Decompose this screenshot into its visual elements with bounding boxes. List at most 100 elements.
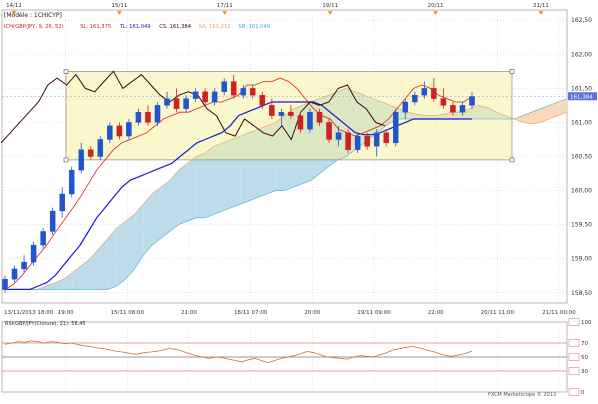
candle-body: [221, 81, 227, 92]
kumo-segment: [531, 108, 541, 124]
candle-body: [364, 135, 370, 147]
y-tick-label: 159,50: [571, 222, 592, 229]
y-tick-label: 162,00: [571, 51, 592, 58]
x-tick-label: 21/11 00:00: [542, 310, 576, 316]
kumo-segment: [205, 146, 214, 218]
candle-body: [412, 94, 418, 103]
legend-entry: TL: 161,049: [119, 24, 151, 30]
candle-body: [230, 81, 237, 96]
candle-body: [297, 115, 304, 130]
rsi-y-tick-label: 100: [581, 320, 592, 326]
kumo-segment: [143, 193, 153, 256]
candle-body: [2, 278, 8, 290]
candle-body: [164, 98, 170, 106]
rsi-tick-box: [568, 339, 580, 347]
candle-body: [154, 105, 161, 123]
date-marker-icon: [327, 11, 333, 15]
x-tick-label: 20/11 11:00: [481, 310, 515, 316]
kumo-segment: [522, 112, 532, 124]
candle-body: [402, 101, 409, 113]
candle-body: [316, 112, 323, 123]
y-tick-label: 161,50: [571, 85, 592, 92]
kumo-segment: [514, 115, 523, 123]
candle-body: [21, 261, 27, 270]
kumo-segment: [107, 228, 117, 290]
kumo-segment: [116, 221, 126, 286]
candle-body: [88, 149, 94, 157]
kumo-segment: [178, 163, 188, 225]
legend-entry: SA: 161,212: [199, 24, 231, 30]
range-box-handle[interactable]: [63, 157, 69, 163]
current-price-label: 161,384: [570, 94, 593, 100]
candle-body: [431, 88, 437, 99]
candle-body: [78, 149, 85, 171]
candle-body: [173, 98, 180, 110]
legend-entry: SL: 161,375: [80, 24, 111, 30]
kumo-segment: [134, 204, 144, 269]
rsi-panel: 100 70 50 30 0: [1, 318, 592, 396]
candle-body: [183, 98, 189, 110]
x-tick-label: 22:00: [428, 310, 444, 316]
candle-body: [126, 122, 132, 137]
kumo-segment: [160, 180, 170, 239]
range-box-handle[interactable]: [63, 69, 69, 74]
candle-body: [145, 112, 151, 123]
x-tick-label: 21:00: [181, 310, 197, 316]
kumo-segment: [152, 187, 161, 246]
y-tick-label: 161,00: [571, 119, 592, 126]
candle-body: [326, 122, 332, 140]
rsi-y-tick-label: 0: [581, 390, 585, 396]
legend: ICH(GBP/JPY, 9, 26, 52) SL: 161,375 TL: 16…: [4, 24, 270, 30]
y-tick-label: 160,00: [571, 188, 592, 195]
kumo-segment: [63, 272, 73, 290]
candle-body: [59, 193, 65, 212]
date-marker-icon: [11, 11, 17, 15]
rsi-tick-box: [568, 318, 580, 326]
top-date-label: 21/11: [533, 3, 549, 9]
rsi-tick-box: [568, 388, 580, 396]
y-tick-label: 160,50: [571, 154, 592, 161]
candle-body: [440, 98, 447, 106]
candle-body: [373, 132, 380, 147]
candle-body: [469, 96, 475, 106]
candle-body: [135, 112, 142, 123]
candle-body: [450, 105, 456, 113]
candle-body: [116, 125, 123, 137]
candle-body: [211, 91, 218, 103]
top-date-label: 15/11: [111, 3, 127, 9]
candle-body: [240, 88, 247, 96]
x-tick-label: 19:00: [58, 310, 74, 316]
date-marker-icon: [538, 11, 544, 15]
kumo-segment: [169, 170, 179, 232]
x-tick-label: 13/11/2013 18:00: [4, 310, 54, 316]
rsi-tick-box: [568, 367, 580, 375]
candle-body: [192, 91, 199, 99]
senkou-b-line: [2, 98, 568, 290]
candle-body: [278, 112, 285, 116]
candle-body: [30, 244, 37, 263]
y-tick-label: 158,50: [571, 290, 592, 297]
range-box-handle[interactable]: [509, 157, 515, 163]
top-date-label: 14/11: [6, 3, 22, 9]
senkou-a-line: [2, 88, 568, 290]
kumo-segment: [81, 258, 91, 290]
candle-body: [288, 112, 294, 116]
rsi-y-tick-label: 30: [581, 369, 588, 375]
candle-body: [259, 94, 266, 106]
candle-body: [345, 132, 351, 150]
candle-body: [307, 112, 313, 130]
rsi-line: [4, 340, 473, 364]
legend-entry: SB: 161,049: [238, 24, 270, 30]
x-tick-label: 15/11 08:00: [111, 310, 145, 316]
legend-entry: ICH(GBP/JPY, 9, 26, 52): [4, 24, 64, 30]
candle-body: [107, 125, 113, 140]
y-tick-label: 162,50: [571, 17, 592, 24]
rsi-y-tick-label: 70: [581, 341, 588, 347]
kumo-segment: [540, 105, 550, 123]
date-marker-icon: [116, 11, 122, 15]
candle-body: [11, 268, 18, 280]
date-marker-icon: [222, 11, 228, 15]
range-box-handle[interactable]: [509, 69, 515, 74]
